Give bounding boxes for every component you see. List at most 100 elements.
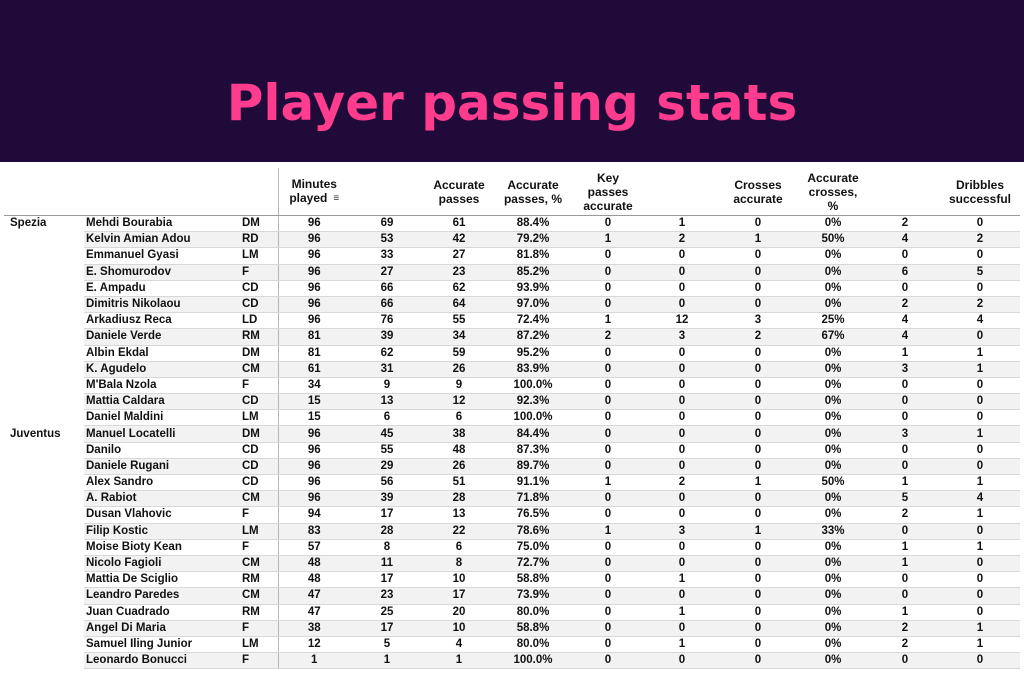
cell-min: 96 <box>277 458 350 476</box>
cell-min: 1 <box>277 652 350 670</box>
cell-pos: CD <box>238 458 278 476</box>
cell-accp: 71.8% <box>494 490 572 508</box>
cell-player: Dusan Vlahovic <box>84 506 238 524</box>
cell-pos: LD <box>238 312 278 330</box>
cell-key: 0 <box>572 604 644 621</box>
cell-cross: 0 <box>644 361 720 378</box>
cell-accp: 92.3% <box>494 393 572 411</box>
cell-player: Samuel Iling Junior <box>84 636 238 654</box>
cell-accp: 81.8% <box>494 247 572 265</box>
cell-team <box>4 345 84 362</box>
cell-team: Juventus <box>4 425 84 443</box>
cell-player: E. Shomurodov <box>84 264 238 281</box>
cell-min: 34 <box>277 377 350 395</box>
cell-passes: 39 <box>350 490 424 508</box>
cell-player: Dimitris Nikolaou <box>84 296 238 314</box>
cell-dsucc: 0 <box>940 280 1020 297</box>
cell-pos: CM <box>238 555 278 573</box>
cell-passes: 8 <box>350 539 424 556</box>
cell-team <box>4 587 84 604</box>
cell-dsucc: 1 <box>940 345 1020 362</box>
cell-cross: 0 <box>644 652 720 670</box>
cell-cacc: 2 <box>720 328 796 346</box>
cell-accp: 89.7% <box>494 458 572 476</box>
cell-pos: F <box>238 264 278 281</box>
cell-caccp: 50% <box>796 231 870 249</box>
cell-accp: 100.0% <box>494 652 572 670</box>
cell-dsucc: 1 <box>940 361 1020 378</box>
cell-team <box>4 636 84 653</box>
cell-pos: CD <box>238 280 278 297</box>
cell-cross: 0 <box>644 296 720 314</box>
cell-key: 1 <box>572 474 644 492</box>
sort-descending-icon[interactable]: ≡ <box>333 192 340 204</box>
cell-accp: 91.1% <box>494 474 572 492</box>
cell-player: Leandro Paredes <box>84 587 238 605</box>
cell-caccp: 33% <box>796 523 870 540</box>
cell-player: M'Bala Nzola <box>84 377 238 395</box>
cell-team <box>4 604 84 621</box>
cell-pos: LM <box>238 247 278 265</box>
cell-caccp: 0% <box>796 264 870 281</box>
cell-drib: 1 <box>870 604 940 621</box>
cell-key: 0 <box>572 345 644 362</box>
cell-dsucc: 0 <box>940 328 1020 346</box>
cell-player: Kelvin Amian Adou <box>84 231 238 249</box>
cell-acc: 12 <box>424 393 494 411</box>
cell-accp: 87.3% <box>494 442 572 459</box>
cell-pos: F <box>238 539 278 556</box>
cell-dsucc: 1 <box>940 474 1020 492</box>
column-header-cross <box>644 168 720 216</box>
cell-min: 96 <box>277 490 350 508</box>
cell-pos: F <box>238 620 278 637</box>
cell-passes: 55 <box>350 442 424 459</box>
cell-acc: 4 <box>424 636 494 654</box>
column-header-caccp: Accurate crosses, % <box>796 168 870 216</box>
column-header-min[interactable]: Minutes played ≡ <box>277 168 350 216</box>
cell-pos: CD <box>238 296 278 314</box>
cell-dsucc: 0 <box>940 442 1020 459</box>
cell-team <box>4 458 84 475</box>
cell-acc: 10 <box>424 620 494 637</box>
table-header-row: Minutes played ≡ Accurate passes Accurate p… <box>4 168 1020 216</box>
cell-drib: 2 <box>870 296 940 314</box>
cell-dsucc: 0 <box>940 409 1020 427</box>
cell-cross: 0 <box>644 555 720 573</box>
cell-cross: 0 <box>644 587 720 605</box>
cell-passes: 62 <box>350 345 424 362</box>
cell-acc: 6 <box>424 409 494 427</box>
cell-cacc: 0 <box>720 264 796 281</box>
cell-dsucc: 1 <box>940 620 1020 637</box>
cell-cacc: 1 <box>720 474 796 492</box>
table-row: Mattia Caldara CD 15 13 12 92.3% 0 0 0 0% 0 0 <box>4 393 1020 411</box>
cell-team <box>4 652 84 669</box>
cell-team <box>4 247 84 265</box>
cell-min: 48 <box>277 555 350 573</box>
cell-drib: 0 <box>870 247 940 265</box>
table-row: Leonardo Bonucci F 1 1 1 100.0% 0 0 0 0% 0 0 <box>4 652 1020 670</box>
cell-cacc: 0 <box>720 620 796 637</box>
cell-cross: 1 <box>644 215 720 233</box>
cell-cross: 0 <box>644 280 720 297</box>
cell-key: 0 <box>572 490 644 508</box>
table-row: Angel Di Maria F 38 17 10 58.8% 0 0 0 0% 2 1 <box>4 620 1020 637</box>
table-row: K. Agudelo CM 61 31 26 83.9% 0 0 0 0% 3 1 <box>4 361 1020 378</box>
cell-cacc: 0 <box>720 361 796 378</box>
table-body: Spezia Mehdi Bourabia DM 96 69 61 88.4% 0 1 0 0% 2 0… <box>4 215 1020 670</box>
cell-player: A. Rabiot <box>84 490 238 508</box>
cell-key: 0 <box>572 377 644 395</box>
cell-player: K. Agudelo <box>84 361 238 378</box>
cell-min: 57 <box>277 539 350 556</box>
cell-team <box>4 620 84 637</box>
cell-player: Daniele Rugani <box>84 458 238 476</box>
cell-drib: 0 <box>870 652 940 670</box>
cell-acc: 20 <box>424 604 494 621</box>
cell-acc: 48 <box>424 442 494 459</box>
column-header-label: Dribbles successful <box>948 177 1012 206</box>
cell-cacc: 1 <box>720 523 796 540</box>
cell-cacc: 0 <box>720 458 796 476</box>
cell-dsucc: 1 <box>940 636 1020 654</box>
cell-cacc: 1 <box>720 231 796 249</box>
cell-pos: DM <box>238 345 278 362</box>
cell-dsucc: 0 <box>940 458 1020 476</box>
